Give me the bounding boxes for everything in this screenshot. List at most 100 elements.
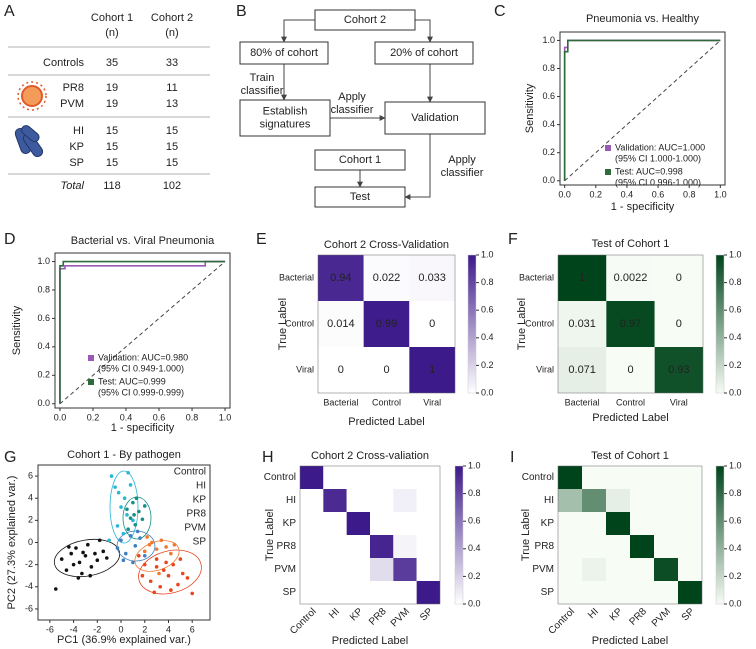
- point: [159, 538, 164, 543]
- heatmap-cell: [654, 347, 703, 393]
- heatmap-cell: [654, 466, 678, 489]
- node-label: 80% of cohort: [250, 47, 318, 59]
- legend-label: PR8: [187, 509, 207, 520]
- y-tick-label: KP: [283, 518, 297, 529]
- heatmap-cell: [323, 581, 347, 604]
- heatmap-cell: [393, 535, 417, 558]
- legend-label: Test: AUC=0.999: [98, 376, 166, 386]
- colorbar-tick-label: 0.4: [729, 543, 742, 553]
- table-cell: 19: [106, 82, 118, 94]
- point: [128, 516, 133, 520]
- y-tick-label: 0.4: [542, 119, 555, 129]
- y-tick-label: Bacterial: [519, 272, 554, 282]
- heatmap-cell: [323, 466, 347, 489]
- legend-ci: (95% CI 0.949-1.000): [98, 363, 184, 373]
- plot-frame: [54, 252, 231, 409]
- point: [164, 545, 168, 549]
- y-tick-label: 0.8: [542, 63, 555, 73]
- heatmap-cell: [300, 558, 324, 581]
- heatmap-cell: [654, 581, 678, 604]
- point: [142, 553, 147, 558]
- y-tick-label: HI: [544, 495, 554, 506]
- colorbar-tick-label: 0.2: [481, 360, 494, 370]
- x-tick-label: 0.6: [652, 189, 665, 199]
- row-label: Total: [61, 180, 85, 192]
- panel-label: F: [508, 231, 518, 248]
- heatmap-cell: [393, 558, 417, 581]
- colorbar-tick-label: 0.6: [729, 305, 742, 315]
- heatmap-cell: [606, 466, 630, 489]
- row-label: Controls: [43, 57, 84, 69]
- point: [133, 522, 138, 527]
- table-cell: 13: [166, 98, 178, 110]
- heatmap-cell: [678, 512, 702, 535]
- y-tick-label: Bacterial: [279, 272, 314, 282]
- colorbar-tick-label: 0.0: [481, 387, 494, 397]
- legend-swatch: [88, 355, 94, 361]
- y-tick-label: PVM: [532, 564, 554, 575]
- point: [121, 531, 126, 536]
- heatmap-cell: [630, 581, 654, 604]
- x-tick-label: SP: [418, 606, 435, 623]
- diagram-box: [239, 41, 329, 65]
- heatmap-cell: [654, 489, 678, 512]
- point: [134, 496, 139, 501]
- point: [161, 568, 166, 572]
- cell-value: 0.033: [418, 272, 446, 284]
- point: [116, 490, 121, 495]
- heatmap-cell: [606, 581, 630, 604]
- point: [67, 545, 71, 549]
- heatmap-cell: [582, 581, 606, 604]
- heatmap-cell: [346, 466, 370, 489]
- x-tick-label: 0.2: [590, 189, 603, 199]
- x-tick-label: 0.4: [120, 412, 133, 422]
- heatmap-cell: [654, 301, 703, 347]
- edge-label: classifier: [441, 167, 484, 179]
- heatmap-cell: [346, 558, 370, 581]
- legend-label: PVM: [184, 523, 206, 534]
- x-tick-label: 2: [142, 624, 147, 634]
- x-tick-label: Bacterial: [565, 397, 600, 407]
- cell-value: 0.93: [668, 364, 689, 376]
- y-tick-label: Control: [264, 472, 296, 483]
- point: [77, 560, 82, 565]
- point: [64, 568, 69, 572]
- point: [131, 518, 135, 523]
- y-tick-label: 0.4: [37, 341, 50, 351]
- x-tick-label: SP: [680, 606, 697, 623]
- heatmap-cell: [630, 489, 654, 512]
- colorbar-tick-label: 0.0: [729, 598, 742, 608]
- legend-swatch: [605, 169, 611, 175]
- x-tick-label: 0.2: [87, 412, 100, 422]
- legend-label: SP: [193, 537, 207, 548]
- point: [125, 513, 129, 517]
- point: [142, 504, 147, 508]
- cell-value: 0.97: [620, 318, 641, 330]
- point: [150, 540, 154, 545]
- table-cell: 15: [106, 125, 118, 137]
- heatmap-cell: [300, 489, 324, 512]
- y-tick-label: 2: [28, 515, 33, 525]
- diagonal-reference: [59, 261, 226, 405]
- heatmap-cell: [678, 535, 702, 558]
- point: [135, 529, 140, 534]
- heatmap-cell: [393, 512, 417, 535]
- point: [76, 576, 81, 580]
- x-tick-label: Viral: [670, 397, 688, 407]
- heatmap-cell: [582, 558, 606, 581]
- point: [140, 517, 145, 522]
- row-label: SP: [69, 157, 84, 169]
- heatmap-cell: [409, 347, 455, 393]
- heatmap-cell: [654, 255, 703, 301]
- panel-label: E: [256, 231, 267, 248]
- heatmap-cell: [370, 512, 394, 535]
- heatmap-cell: [393, 489, 417, 512]
- point: [83, 553, 88, 558]
- y-tick-label: -2: [25, 559, 33, 569]
- table-cell: 118: [103, 180, 121, 192]
- heatmap-cell: [346, 489, 370, 512]
- heatmap-cell: [416, 581, 440, 604]
- cell-value: 0: [627, 364, 633, 376]
- y-tick-label: 0.6: [37, 313, 50, 323]
- y-tick-label: HI: [286, 495, 296, 506]
